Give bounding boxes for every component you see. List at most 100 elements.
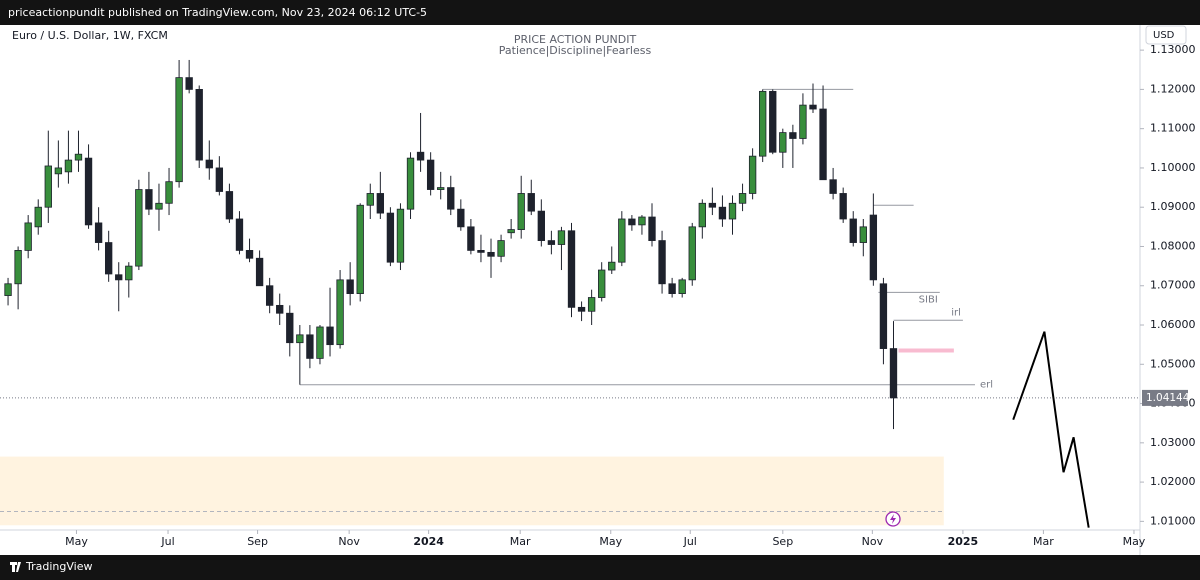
- candle-body: [618, 218, 626, 263]
- chart-title: PRICE ACTION PUNDIT: [514, 33, 637, 46]
- x-tick-label: May: [65, 535, 88, 548]
- candle-body: [889, 348, 898, 399]
- candle-body: [638, 216, 646, 226]
- candle-body: [688, 226, 696, 281]
- candle-body: [366, 193, 374, 206]
- projection-path: [1012, 331, 1090, 528]
- candle-body: [296, 334, 304, 344]
- bottom-bar: [0, 555, 1200, 580]
- chart-subtitle: Patience|Discipline|Fearless: [499, 44, 652, 57]
- candle-body: [145, 189, 153, 210]
- level-label: irl: [951, 307, 961, 318]
- x-tick-label: May: [1123, 535, 1146, 548]
- candle-body: [779, 132, 787, 153]
- candle-body: [557, 230, 566, 245]
- y-tick-label: 1.06000: [1150, 318, 1196, 331]
- candle-body: [135, 189, 143, 267]
- candle-body: [809, 104, 817, 110]
- y-tick-label: 1.02000: [1150, 475, 1196, 488]
- candle-body: [255, 257, 264, 287]
- brand-logo: [10, 562, 21, 572]
- candle-body: [175, 77, 183, 183]
- candle-body: [185, 77, 193, 90]
- y-tick-label: 1.11000: [1150, 122, 1196, 135]
- candle-body: [326, 326, 334, 346]
- candle-body: [467, 226, 475, 251]
- candle-body: [386, 212, 395, 263]
- x-tick-label: Jul: [160, 535, 174, 548]
- candle-body: [437, 187, 445, 190]
- x-tick-label: Mar: [510, 535, 531, 548]
- candle-body: [74, 153, 83, 161]
- candle-body: [276, 304, 284, 314]
- candle-body: [628, 218, 636, 226]
- candle-body: [648, 216, 656, 241]
- x-tick-label: Sep: [772, 535, 793, 548]
- candle-body: [416, 151, 425, 161]
- candle-body: [658, 240, 666, 285]
- candle-body: [306, 334, 314, 359]
- candle-body: [829, 179, 837, 194]
- level-label: SIBI: [919, 294, 938, 305]
- candle-body: [698, 202, 706, 228]
- candle-body: [718, 206, 727, 220]
- last-price-box: [1142, 389, 1188, 406]
- y-tick-label: 1.12000: [1150, 82, 1196, 95]
- candle-body: [668, 283, 676, 295]
- candle-body: [759, 90, 767, 157]
- candle-body: [859, 226, 867, 243]
- candle-body: [286, 312, 294, 344]
- candle-body: [104, 242, 113, 275]
- candle-body: [125, 265, 133, 281]
- candle-body: [84, 157, 93, 226]
- x-tick-label: Nov: [338, 535, 360, 548]
- x-tick-label: 2024: [413, 535, 444, 548]
- candle-body: [728, 202, 737, 220]
- candle-body: [346, 279, 354, 295]
- x-tick-label: Jul: [683, 535, 697, 548]
- candle-body: [457, 208, 465, 228]
- candle-body: [44, 165, 52, 208]
- y-tick-label: 1.09000: [1150, 200, 1196, 213]
- alert-icon[interactable]: [885, 511, 901, 527]
- candle-body: [598, 269, 606, 298]
- target-box: [0, 456, 944, 526]
- currency-box[interactable]: [1145, 25, 1187, 45]
- candle-body: [708, 202, 717, 208]
- candle-body: [769, 90, 777, 153]
- candle-body: [24, 222, 32, 251]
- x-tick-label: Nov: [862, 535, 884, 548]
- y-tick-label: 1.07000: [1150, 279, 1196, 292]
- candle-body: [477, 250, 485, 253]
- level-label: erl: [980, 380, 993, 391]
- candle-body: [215, 167, 224, 192]
- candle-body: [869, 214, 878, 281]
- candle-body: [738, 193, 747, 204]
- candle-body: [336, 279, 344, 346]
- x-tick-label: 2025: [948, 535, 979, 548]
- candle-body: [356, 204, 364, 295]
- candle-body: [205, 159, 213, 169]
- candle-body: [94, 222, 103, 243]
- y-tick-label: 1.03000: [1150, 436, 1196, 449]
- candle-body: [396, 208, 405, 263]
- candle-body: [165, 181, 173, 204]
- candle-body: [497, 240, 505, 257]
- candle-body: [587, 297, 596, 312]
- candle-body: [547, 240, 556, 245]
- candle-body: [155, 202, 163, 210]
- candle-body: [819, 108, 827, 181]
- last-price-label: 1.04144: [1146, 392, 1190, 404]
- y-tick-label: 1.13000: [1150, 43, 1196, 56]
- y-tick-label: 1.08000: [1150, 239, 1196, 252]
- plot: SIBI irl erl: [0, 59, 1140, 528]
- candle-body: [537, 210, 545, 241]
- x-tick-label: Mar: [1033, 535, 1054, 548]
- candle-body: [14, 250, 22, 285]
- candle-body: [577, 306, 586, 312]
- candle-body: [678, 279, 686, 295]
- currency[interactable]: USD: [1153, 30, 1175, 41]
- candle-body: [426, 159, 435, 190]
- candle-body: [608, 261, 616, 271]
